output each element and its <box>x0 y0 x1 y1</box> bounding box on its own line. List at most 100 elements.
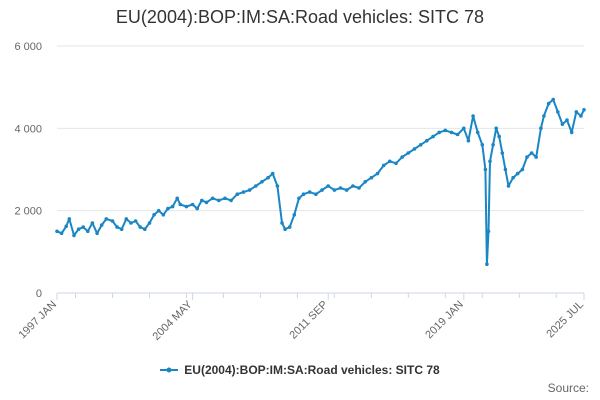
data-point[interactable] <box>280 221 284 225</box>
data-point[interactable] <box>195 206 199 211</box>
data-point[interactable] <box>425 138 429 143</box>
data-point[interactable] <box>511 175 515 180</box>
data-point[interactable] <box>143 227 147 231</box>
data-point[interactable] <box>72 233 76 238</box>
data-point[interactable] <box>326 184 331 188</box>
data-point[interactable] <box>486 229 491 234</box>
data-point[interactable] <box>357 186 361 190</box>
data-point[interactable] <box>152 213 156 217</box>
data-point[interactable] <box>494 126 499 131</box>
data-point[interactable] <box>67 217 72 221</box>
data-point[interactable] <box>292 213 297 217</box>
data-point[interactable] <box>297 196 301 201</box>
data-point[interactable] <box>156 208 161 213</box>
data-point[interactable] <box>542 114 546 118</box>
data-point[interactable] <box>266 175 270 180</box>
data-point[interactable] <box>338 186 343 190</box>
data-point[interactable] <box>485 262 489 267</box>
data-point[interactable] <box>119 227 124 231</box>
data-point[interactable] <box>223 196 227 201</box>
data-point[interactable] <box>574 110 579 114</box>
data-point[interactable] <box>170 204 175 209</box>
data-point[interactable] <box>443 128 448 133</box>
data-point[interactable] <box>287 225 292 229</box>
data-point[interactable] <box>369 175 374 180</box>
data-point[interactable] <box>582 108 586 112</box>
data-point[interactable] <box>381 163 386 168</box>
data-point[interactable] <box>99 223 104 227</box>
data-point[interactable] <box>406 151 411 155</box>
data-point[interactable] <box>275 184 280 188</box>
data-point[interactable] <box>301 192 306 196</box>
data-point[interactable] <box>455 132 460 137</box>
source-link[interactable]: Source: <box>547 381 589 395</box>
data-point[interactable] <box>491 143 495 147</box>
data-point[interactable] <box>235 192 240 196</box>
data-point[interactable] <box>332 188 337 192</box>
data-point[interactable] <box>175 196 179 201</box>
data-point[interactable] <box>210 196 215 201</box>
data-point[interactable] <box>351 184 355 188</box>
data-point[interactable] <box>260 180 264 184</box>
data-point[interactable] <box>178 202 183 207</box>
data-point[interactable] <box>560 122 565 126</box>
series-group[interactable] <box>55 97 586 267</box>
data-point[interactable] <box>529 151 534 155</box>
data-point[interactable] <box>515 171 520 176</box>
data-point[interactable] <box>388 159 392 164</box>
data-point[interactable] <box>363 180 368 184</box>
data-point[interactable] <box>437 130 442 135</box>
data-point[interactable] <box>400 155 405 159</box>
data-point[interactable] <box>229 198 233 203</box>
data-point[interactable] <box>320 188 324 192</box>
data-point[interactable] <box>375 171 380 176</box>
data-point[interactable] <box>55 229 59 234</box>
data-point[interactable] <box>579 114 583 118</box>
data-point[interactable] <box>506 184 511 188</box>
data-point[interactable] <box>115 225 119 229</box>
data-point[interactable] <box>138 225 142 229</box>
data-point[interactable] <box>247 188 252 192</box>
data-point[interactable] <box>64 224 68 229</box>
data-point[interactable] <box>161 213 166 217</box>
data-point[interactable] <box>431 134 435 139</box>
data-point[interactable] <box>314 192 318 196</box>
data-point[interactable] <box>525 155 529 159</box>
data-point[interactable] <box>204 200 209 205</box>
data-point[interactable] <box>503 167 508 172</box>
data-point[interactable] <box>449 130 454 135</box>
data-point[interactable] <box>344 188 349 192</box>
data-point[interactable] <box>551 97 555 102</box>
data-point[interactable] <box>59 231 64 236</box>
data-point[interactable] <box>110 219 115 223</box>
data-point[interactable] <box>133 219 138 223</box>
data-point[interactable] <box>81 225 85 229</box>
data-point[interactable] <box>462 126 466 131</box>
data-point[interactable] <box>497 134 502 139</box>
data-point[interactable] <box>147 221 152 225</box>
data-point[interactable] <box>500 151 505 155</box>
data-point[interactable] <box>394 161 398 166</box>
legend[interactable]: EU(2004):BOP:IM:SA:Road vehicles: SITC 7… <box>0 363 600 378</box>
data-point[interactable] <box>184 204 189 209</box>
data-point[interactable] <box>129 221 133 225</box>
data-point[interactable] <box>471 114 475 118</box>
data-point[interactable] <box>76 227 81 231</box>
data-point[interactable] <box>480 143 485 147</box>
data-point[interactable] <box>534 155 538 159</box>
data-point[interactable] <box>556 110 560 114</box>
data-point[interactable] <box>166 206 170 211</box>
data-point[interactable] <box>466 138 471 143</box>
data-point[interactable] <box>539 126 543 131</box>
data-point[interactable] <box>270 171 275 176</box>
series-line[interactable] <box>56 98 585 266</box>
data-point[interactable] <box>283 227 287 231</box>
data-point[interactable] <box>217 198 221 203</box>
data-point[interactable] <box>488 159 492 164</box>
data-point[interactable] <box>546 101 551 106</box>
data-point[interactable] <box>241 190 246 194</box>
data-point[interactable] <box>412 147 417 151</box>
data-point[interactable] <box>475 130 480 135</box>
data-point[interactable] <box>254 184 258 188</box>
data-point[interactable] <box>200 198 204 203</box>
